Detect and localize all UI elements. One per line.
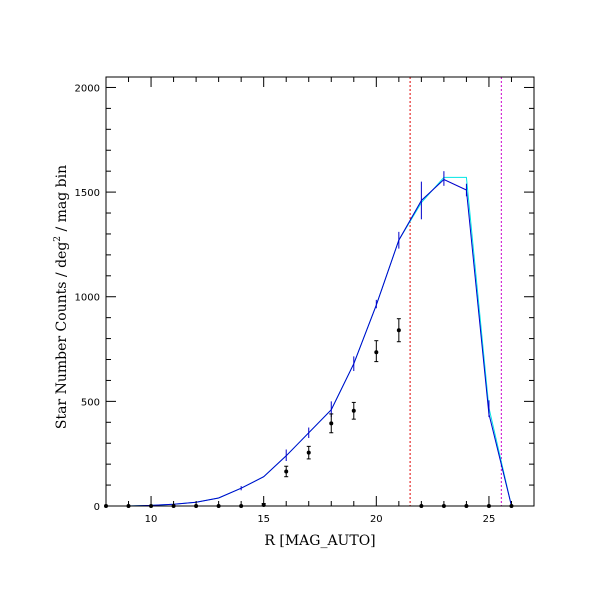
data-point — [374, 350, 379, 355]
y-axis-title-sup: 2 — [53, 236, 63, 242]
data-point — [351, 408, 356, 413]
data-points — [104, 318, 514, 508]
y-tick-label: 2000 — [75, 83, 100, 94]
cut-lines — [409, 77, 502, 506]
x-axis-title: R [MAG_AUTO] — [264, 533, 375, 549]
y-axis-title: Star Number Counts / deg2 / mag bin — [53, 165, 70, 429]
data-point — [329, 421, 334, 426]
error-bars — [240, 171, 490, 491]
y-tick-label: 500 — [81, 397, 100, 408]
y-tick-labels: 0 500 1000 1500 2000 — [75, 83, 100, 513]
x-tick-labels: 10 15 20 25 — [145, 514, 496, 525]
data-point — [396, 328, 401, 333]
x-tick-label: 10 — [145, 514, 158, 525]
plot-frame — [105, 76, 535, 507]
y-axis-title-tail: / mag bin — [54, 165, 70, 236]
y-axis-title-main: Star Number Counts / deg — [54, 242, 70, 429]
x-tick-label: 15 — [257, 514, 270, 525]
y-tick-label: 1000 — [75, 293, 100, 304]
x-tick-label: 25 — [483, 514, 496, 525]
data-point — [306, 450, 311, 455]
x-tick-label: 20 — [370, 514, 383, 525]
y-tick-label: 0 — [94, 502, 100, 513]
axis-ticks — [105, 77, 535, 507]
data-point — [284, 469, 289, 474]
y-tick-label: 1500 — [75, 188, 100, 199]
